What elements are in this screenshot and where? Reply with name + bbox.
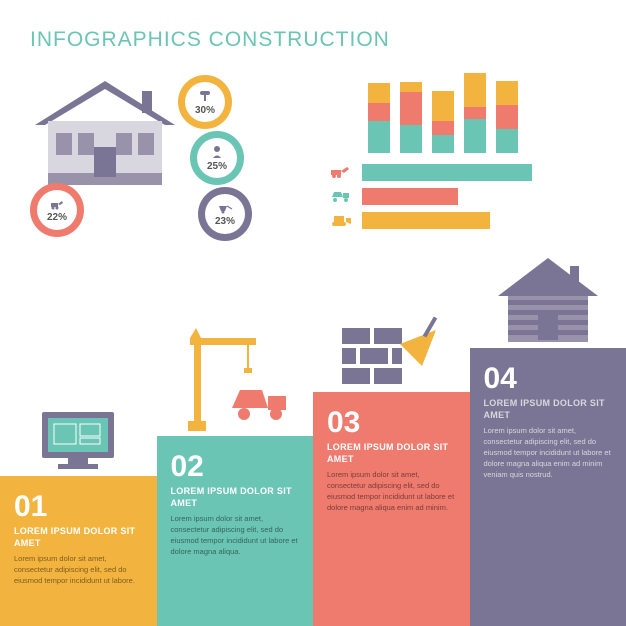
house-badges-block: 22% 30% 25% 23% [30, 67, 310, 257]
column-number: 02 [171, 450, 300, 484]
badge-pct: 23% [215, 216, 235, 227]
column-04: 04LOREM IPSUM DOLOR SIT AMET Lorem ipsum … [470, 348, 626, 626]
bar-segment [464, 107, 486, 119]
stacked-bar-0 [368, 67, 390, 153]
truck-excavator-icon [328, 163, 354, 181]
bar-segment [368, 103, 390, 121]
charts-block [328, 67, 596, 257]
badge-pct: 30% [195, 105, 215, 116]
badge-excavator: 22% [30, 183, 84, 237]
hbar-row-2 [328, 211, 596, 229]
stacked-bar-3 [464, 67, 486, 153]
roller-icon [198, 89, 212, 105]
excavator-icon [49, 198, 65, 212]
column-desc: Lorem ipsum dolor sit amet, consectetur … [14, 554, 143, 587]
column-title: LOREM IPSUM DOLOR SIT AMET [171, 486, 300, 509]
top-section: 22% 30% 25% 23% [30, 67, 596, 257]
column-desc: Lorem ipsum dolor sit amet, consectetur … [171, 514, 300, 558]
column-desc: Lorem ipsum dolor sit amet, consectetur … [484, 426, 613, 480]
bricks-trowel-icon [313, 302, 470, 392]
crane-truck-icon [157, 346, 314, 436]
badge-pct: 25% [207, 161, 227, 172]
badge-worker: 25% [190, 131, 244, 185]
column-02: 02LOREM IPSUM DOLOR SIT AMET Lorem ipsum … [157, 436, 314, 626]
column-title: LOREM IPSUM DOLOR SIT AMET [327, 442, 456, 465]
column-01: 01LOREM IPSUM DOLOR SIT AMET Lorem ipsum … [0, 476, 157, 626]
step-columns: 01LOREM IPSUM DOLOR SIT AMETLorem ipsum … [0, 266, 626, 626]
bar-segment [496, 105, 518, 129]
stacked-bar-1 [400, 67, 422, 153]
wheelbarrow-icon [217, 202, 233, 216]
stacked-bar-chart [368, 67, 518, 153]
worker-icon [210, 145, 224, 161]
hbar [362, 188, 458, 205]
house-icon [30, 77, 180, 187]
bulldozer-icon [328, 211, 354, 229]
bar-segment [432, 121, 454, 135]
column-title: LOREM IPSUM DOLOR SIT AMET [484, 398, 613, 421]
column-number: 03 [327, 406, 456, 440]
bar-segment [368, 83, 390, 103]
column-number: 01 [14, 490, 143, 524]
stacked-bar-4 [496, 67, 518, 153]
bar-segment [464, 119, 486, 153]
column-number: 04 [484, 362, 613, 396]
bar-segment [368, 121, 390, 153]
bar-segment [464, 73, 486, 107]
column-title: LOREM IPSUM DOLOR SIT AMET [14, 526, 143, 549]
column-03: 03LOREM IPSUM DOLOR SIT AMET Lorem ipsum … [313, 392, 470, 626]
log-house-icon [470, 258, 626, 348]
column-desc: Lorem ipsum dolor sit amet, consectetur … [327, 470, 456, 514]
bar-segment [432, 91, 454, 121]
bar-segment [496, 81, 518, 105]
monitor-blueprint-icon [0, 386, 157, 476]
page-title: INFOGRAPHICS CONSTRUCTION [30, 28, 596, 52]
horizontal-bar-chart [328, 163, 596, 235]
dump-truck-icon [328, 187, 354, 205]
bar-segment [496, 129, 518, 153]
badge-pct: 22% [47, 212, 67, 223]
badge-wheelbarrow: 23% [198, 187, 252, 241]
hbar [362, 212, 490, 229]
bar-segment [400, 125, 422, 153]
bar-segment [400, 82, 422, 92]
bar-segment [432, 135, 454, 153]
stacked-bar-2 [432, 67, 454, 153]
badge-roller: 30% [178, 75, 232, 129]
hbar-row-0 [328, 163, 596, 181]
bar-segment [400, 92, 422, 125]
hbar [362, 164, 532, 181]
hbar-row-1 [328, 187, 596, 205]
